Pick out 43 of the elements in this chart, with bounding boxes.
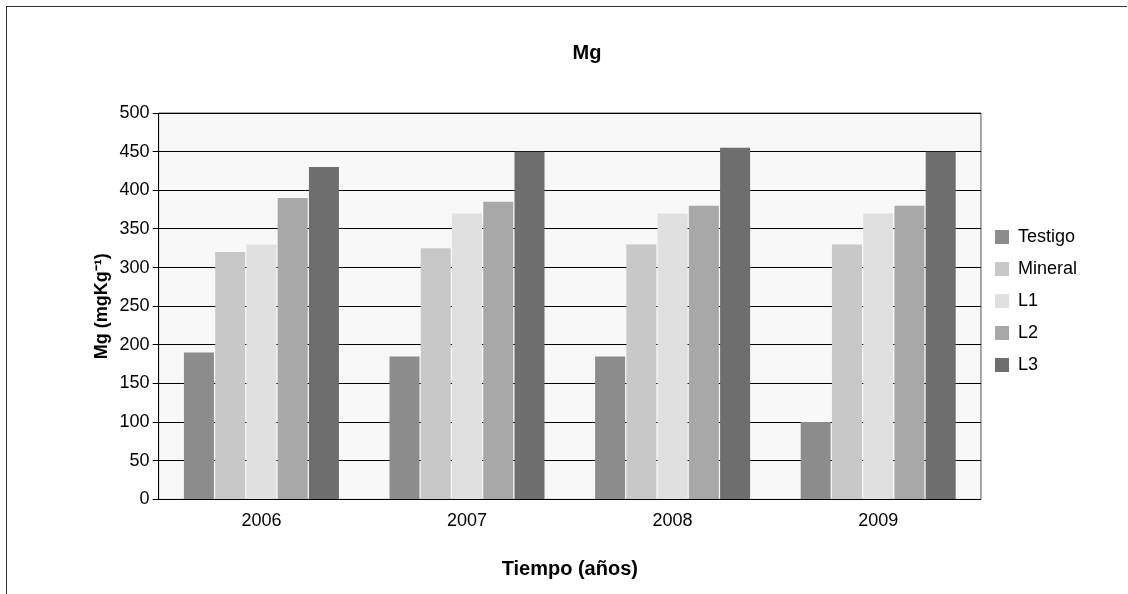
y-tick-label: 250 <box>119 295 150 316</box>
y-tick-label: 300 <box>119 256 150 277</box>
bar <box>688 205 719 499</box>
bar <box>183 352 214 499</box>
y-tick-label: 0 <box>139 488 150 509</box>
bar <box>894 205 925 499</box>
x-tick-label: 2007 <box>446 510 488 531</box>
bar <box>595 356 626 499</box>
bar <box>277 198 308 499</box>
bar <box>246 244 277 499</box>
legend-label: L1 <box>1017 289 1039 310</box>
bar <box>452 213 483 499</box>
y-tick-label: 100 <box>119 411 150 432</box>
bar <box>215 252 246 499</box>
bar <box>657 213 688 499</box>
legend-label: Mineral <box>1017 257 1078 278</box>
bar <box>483 201 514 499</box>
y-tick-label: 500 <box>119 101 150 122</box>
y-tick-label: 400 <box>119 179 150 200</box>
y-tick-label: 350 <box>119 217 150 238</box>
x-tick-label: 2008 <box>652 510 693 531</box>
chart-title: Mg <box>572 40 602 63</box>
x-tick-label: 2006 <box>241 510 282 531</box>
y-tick-label: 450 <box>119 140 150 161</box>
x-axis-title: Tiempo (años) <box>501 556 638 579</box>
y-tick-label: 150 <box>119 372 150 393</box>
bar <box>308 167 339 499</box>
bar <box>800 422 831 499</box>
bar <box>389 356 420 499</box>
bar <box>720 147 751 499</box>
y-tick-label: 50 <box>129 449 150 470</box>
y-tick-label: 200 <box>119 333 150 354</box>
bar <box>925 151 956 499</box>
bar <box>420 248 451 499</box>
y-axis-title: Mg (mgKg⁻¹) <box>90 253 111 360</box>
x-tick-label: 2009 <box>858 510 899 531</box>
bar <box>626 244 657 499</box>
legend-label: L2 <box>1017 321 1039 342</box>
legend-label: L3 <box>1017 353 1039 374</box>
bar <box>514 151 545 499</box>
legend-label: Testigo <box>1017 225 1076 246</box>
bar <box>831 244 862 499</box>
bar <box>863 213 894 499</box>
